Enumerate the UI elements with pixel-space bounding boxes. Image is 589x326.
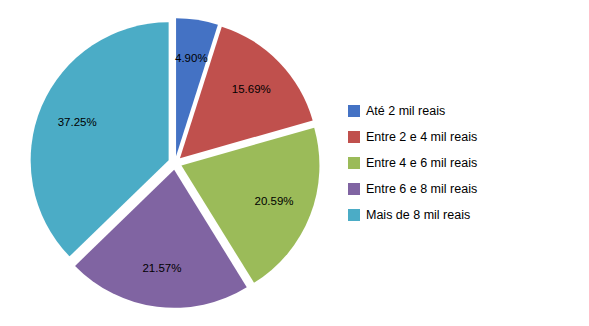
legend-label: Mais de 8 mil reais — [366, 208, 470, 222]
legend-swatch — [348, 105, 360, 117]
legend-label: Entre 2 e 4 mil reais — [366, 130, 477, 144]
data-label: 20.59% — [255, 195, 294, 207]
legend-item: Entre 2 e 4 mil reais — [348, 130, 477, 144]
data-label: 4.90% — [175, 52, 208, 64]
data-label: 15.69% — [232, 83, 271, 95]
legend-swatch — [348, 183, 360, 195]
legend-label: Entre 4 e 6 mil reais — [366, 156, 477, 170]
legend-item: Entre 6 e 8 mil reais — [348, 182, 477, 196]
legend-item: Mais de 8 mil reais — [348, 208, 470, 222]
legend: Até 2 mil reais Entre 2 e 4 mil reais Entr… — [348, 104, 477, 222]
data-label: 21.57% — [142, 262, 181, 274]
pie — [31, 18, 320, 308]
legend-label: Até 2 mil reais — [366, 104, 445, 118]
legend-swatch — [348, 209, 360, 221]
legend-item: Entre 4 e 6 mil reais — [348, 156, 477, 170]
legend-item: Até 2 mil reais — [348, 104, 445, 118]
legend-swatch — [348, 157, 360, 169]
data-label: 37.25% — [58, 116, 97, 128]
pie-slice — [31, 22, 169, 256]
data-labels: 4.90% 15.69% 20.59% 21.57% 37.25% — [58, 52, 294, 274]
legend-swatch — [348, 131, 360, 143]
chart: 4.90% 15.69% 20.59% 21.57% 37.25% Até 2 mil r… — [0, 0, 589, 326]
legend-label: Entre 6 e 8 mil reais — [366, 182, 477, 196]
